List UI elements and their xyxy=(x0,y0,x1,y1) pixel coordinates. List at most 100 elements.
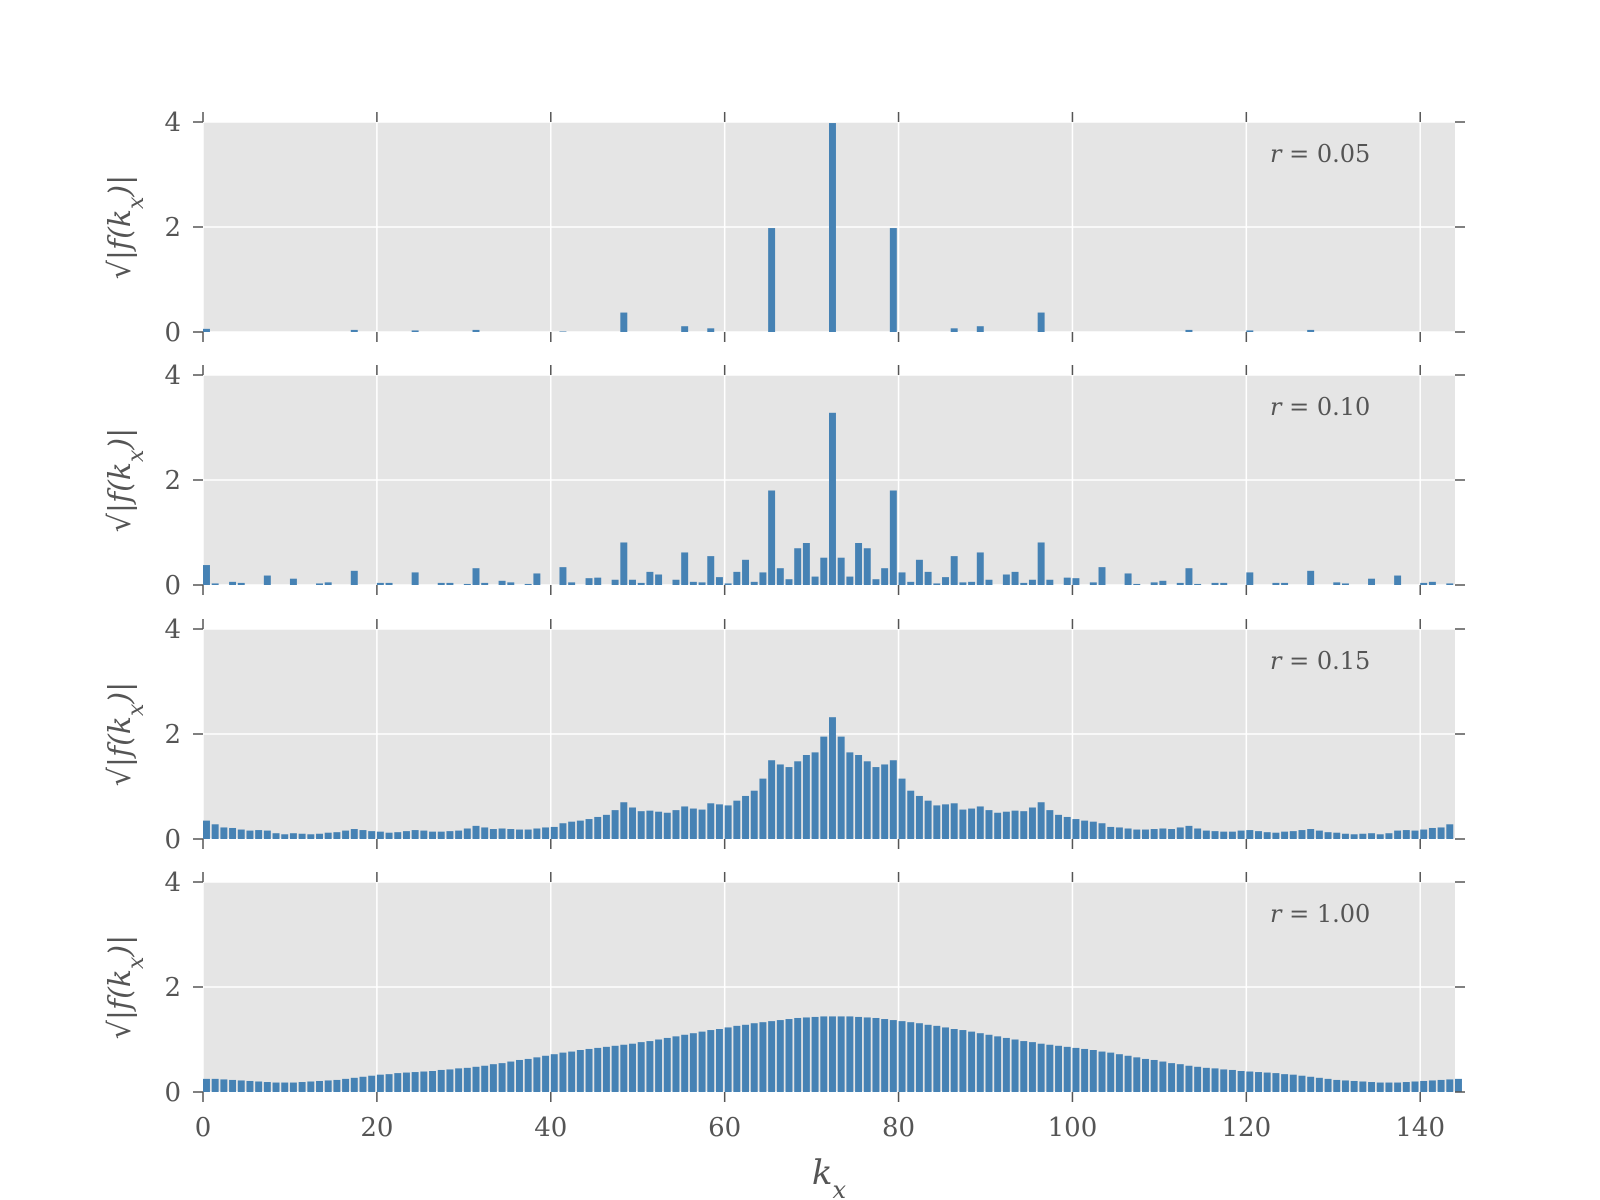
bar xyxy=(1002,574,1010,585)
bar xyxy=(524,1058,532,1092)
bar xyxy=(907,1022,915,1092)
bar xyxy=(820,1016,828,1092)
bar xyxy=(594,816,602,839)
bar xyxy=(472,825,480,839)
bar xyxy=(872,579,880,585)
bar xyxy=(785,1019,793,1092)
bar xyxy=(924,571,932,585)
bar xyxy=(637,811,645,839)
bar xyxy=(1046,1044,1054,1092)
bar xyxy=(1237,1071,1245,1092)
bar xyxy=(1307,329,1315,332)
bar xyxy=(1063,1046,1071,1092)
bar xyxy=(550,826,558,839)
bar xyxy=(1289,831,1297,839)
bar xyxy=(376,831,384,839)
panel-1: 0 2 4 √|f(kx)| r = 0.05 xyxy=(103,108,1465,348)
bar xyxy=(1237,830,1245,839)
bar xyxy=(420,1071,428,1092)
bar xyxy=(516,1059,523,1092)
bar xyxy=(1437,1079,1445,1092)
bar xyxy=(1159,1061,1167,1092)
bar xyxy=(1072,819,1080,839)
bar xyxy=(1072,578,1080,585)
bar xyxy=(689,581,697,585)
bar xyxy=(246,830,254,839)
bar xyxy=(785,767,793,839)
bar xyxy=(698,582,706,585)
y-tick-label: 4 xyxy=(164,615,181,645)
bar xyxy=(1107,826,1115,839)
bar xyxy=(1142,1058,1149,1092)
y-tick-label: 0 xyxy=(164,318,181,348)
bar xyxy=(1046,579,1054,585)
bar xyxy=(881,1019,889,1092)
bar xyxy=(846,576,854,585)
bar xyxy=(333,1079,341,1092)
bar xyxy=(898,778,906,839)
bar xyxy=(289,578,297,585)
bar xyxy=(689,1033,697,1092)
bar xyxy=(976,806,984,839)
bar xyxy=(220,1079,228,1092)
bar xyxy=(568,1051,576,1092)
bar xyxy=(872,1017,880,1092)
bar xyxy=(1281,831,1289,839)
bar xyxy=(1176,582,1184,585)
bar xyxy=(1333,582,1341,585)
bar xyxy=(681,326,689,332)
bar xyxy=(1055,1045,1063,1092)
bar xyxy=(1228,1069,1236,1092)
bar xyxy=(376,582,384,585)
bar xyxy=(898,572,906,585)
bar xyxy=(1133,1057,1141,1092)
bar xyxy=(394,1073,402,1092)
x-tick-label: 0 xyxy=(195,1113,212,1143)
bar xyxy=(463,828,471,839)
bar xyxy=(976,326,984,332)
bar xyxy=(829,123,836,332)
bar xyxy=(881,568,889,585)
bar xyxy=(742,795,750,839)
bar xyxy=(1194,1066,1202,1092)
panel-3: 0 2 4 √|f(kx)| r = 0.15 xyxy=(103,615,1465,855)
bar xyxy=(1455,1078,1462,1092)
bar xyxy=(829,412,836,585)
bar xyxy=(1394,1082,1402,1092)
bar xyxy=(968,808,976,839)
y-tick-label: 0 xyxy=(164,1078,181,1108)
bar xyxy=(533,573,541,585)
bar xyxy=(855,543,863,585)
bar xyxy=(802,755,810,839)
bar xyxy=(1324,832,1332,839)
bar xyxy=(1420,582,1428,585)
bar xyxy=(776,568,784,585)
bar xyxy=(229,581,237,585)
bar xyxy=(411,330,419,332)
bar xyxy=(498,1063,506,1092)
bar xyxy=(1037,542,1045,585)
bar xyxy=(411,1072,419,1092)
bar xyxy=(272,1082,280,1092)
y-tick-label: 2 xyxy=(164,213,181,243)
bar xyxy=(576,1050,584,1092)
x-tick-label: 20 xyxy=(360,1113,393,1143)
bar xyxy=(507,582,515,585)
bar xyxy=(1072,1047,1080,1092)
bar xyxy=(759,778,767,839)
bar xyxy=(1028,579,1036,585)
bar xyxy=(1133,583,1141,585)
bar xyxy=(655,1039,663,1092)
bar xyxy=(1089,1050,1097,1092)
bar xyxy=(229,827,237,839)
bar xyxy=(872,767,880,839)
bar xyxy=(724,805,732,839)
bar xyxy=(1037,312,1045,332)
bar xyxy=(1376,1082,1384,1092)
bar xyxy=(533,1057,541,1092)
bar xyxy=(1341,833,1349,839)
bar xyxy=(933,583,941,585)
bar xyxy=(1420,1080,1428,1092)
bar xyxy=(507,1061,515,1092)
